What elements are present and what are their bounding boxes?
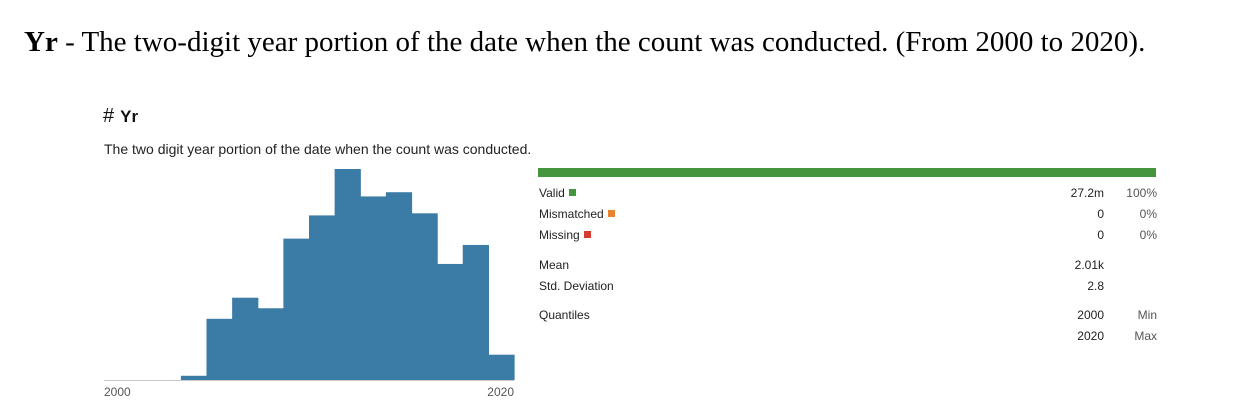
quantile-min-value: 2000 (1077, 308, 1104, 322)
mismatched-row: Mismatched (539, 207, 615, 221)
histogram-bar (206, 318, 233, 380)
mean-label: Mean (539, 258, 570, 272)
missing-row: Missing (539, 228, 591, 242)
mismatched-label: Mismatched (539, 207, 604, 221)
valid-percent: 100% (1126, 186, 1157, 200)
field-caption-name: Yr (24, 26, 58, 58)
column-header: # Yr (103, 105, 138, 128)
missing-percent: 0% (1139, 228, 1157, 242)
mismatched-swatch (607, 210, 615, 217)
field-caption: Yr - The two-digit year portion of the d… (24, 26, 1145, 59)
column-description: The two digit year portion of the date w… (104, 141, 532, 157)
quantile-max-value: 2020 (1077, 329, 1104, 343)
histogram-bar (488, 354, 515, 380)
histogram-bar (437, 263, 464, 380)
histogram-bar (257, 308, 284, 380)
valid-label: Valid (539, 186, 565, 200)
missing-swatch (583, 231, 591, 238)
histogram-bar (385, 192, 413, 380)
missing-label: Missing (539, 228, 580, 242)
histogram-bar (180, 375, 208, 380)
histogram-bar (334, 169, 361, 380)
mismatched-percent: 0% (1139, 207, 1157, 221)
histogram-bar (232, 297, 259, 380)
quantile-max-label: Max (1134, 329, 1157, 343)
mismatched-count: 0 (1097, 207, 1104, 221)
field-caption-text: - The two-digit year portion of the date… (57, 26, 1146, 58)
quantile-min-label: Min (1137, 308, 1157, 322)
x-tick-label: 2000 (104, 385, 131, 399)
mean-value: 2.01k (1074, 258, 1104, 272)
valid-proportion-bar (538, 168, 1156, 177)
valid-row: Valid (539, 186, 576, 200)
x-tick-label: 2020 (487, 385, 514, 399)
histogram-bar (411, 213, 438, 380)
histogram-bar (283, 238, 310, 380)
histogram-bar (462, 244, 489, 380)
missing-count: 0 (1097, 228, 1104, 242)
valid-swatch (568, 189, 576, 196)
valid-count: 27.2m (1070, 186, 1104, 200)
hash-icon: # (103, 105, 115, 127)
histogram-bar (360, 196, 387, 380)
std-value: 2.8 (1087, 279, 1104, 293)
column-name: Yr (120, 107, 139, 126)
histogram-bar (309, 215, 336, 380)
std-label: Std. Deviation (539, 279, 614, 293)
quantiles-label: Quantiles (539, 308, 590, 322)
